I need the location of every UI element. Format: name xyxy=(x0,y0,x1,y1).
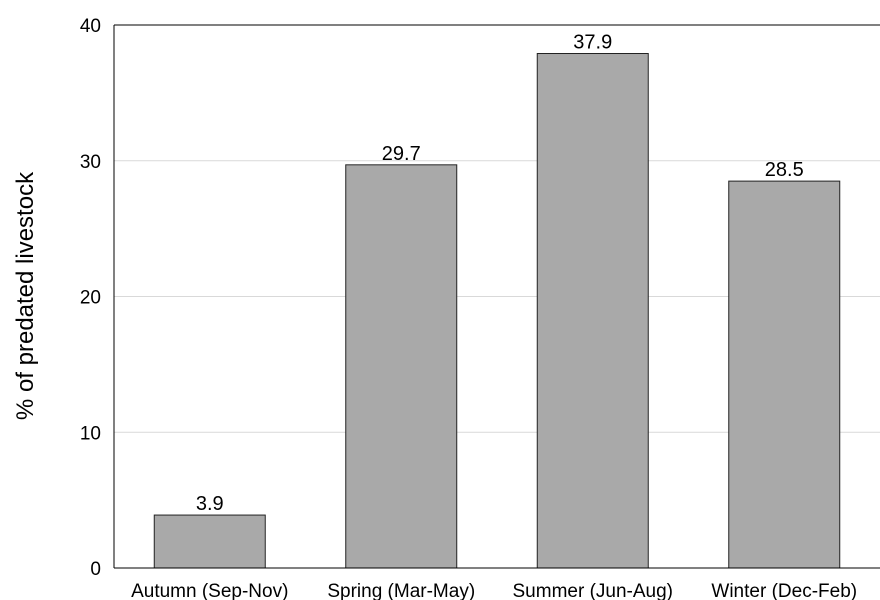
data-label: 37.9 xyxy=(573,32,612,54)
bar xyxy=(728,180,841,569)
y-tick-label: 40 xyxy=(80,16,101,37)
bar xyxy=(345,164,458,569)
data-label: 29.7 xyxy=(382,143,421,165)
x-tick-labels: Autumn (Sep-Nov) Spring (Mar-May) Summer (… xyxy=(131,581,857,600)
x-tick-label: Spring (Mar-May) xyxy=(327,581,475,600)
y-tick-label: 0 xyxy=(90,559,101,580)
y-tick-label: 20 xyxy=(80,288,101,309)
data-labels: 3.9 29.7 37.9 28.5 xyxy=(196,32,804,516)
y-tick-label: 30 xyxy=(80,152,101,173)
x-tick-label: Summer (Jun-Aug) xyxy=(513,581,674,600)
data-label: 3.9 xyxy=(196,493,224,515)
bars xyxy=(153,53,841,569)
y-tick-label: 10 xyxy=(80,423,101,444)
bar xyxy=(153,514,266,569)
y-tick-labels: 0 10 20 30 40 xyxy=(80,16,101,580)
data-label: 28.5 xyxy=(765,159,804,181)
axes xyxy=(113,24,880,569)
y-axis-title: % of predated livestock xyxy=(12,171,39,420)
x-tick-label: Autumn (Sep-Nov) xyxy=(131,581,288,600)
bar xyxy=(536,53,649,569)
x-tick-label: Winter (Dec-Feb) xyxy=(711,581,857,600)
